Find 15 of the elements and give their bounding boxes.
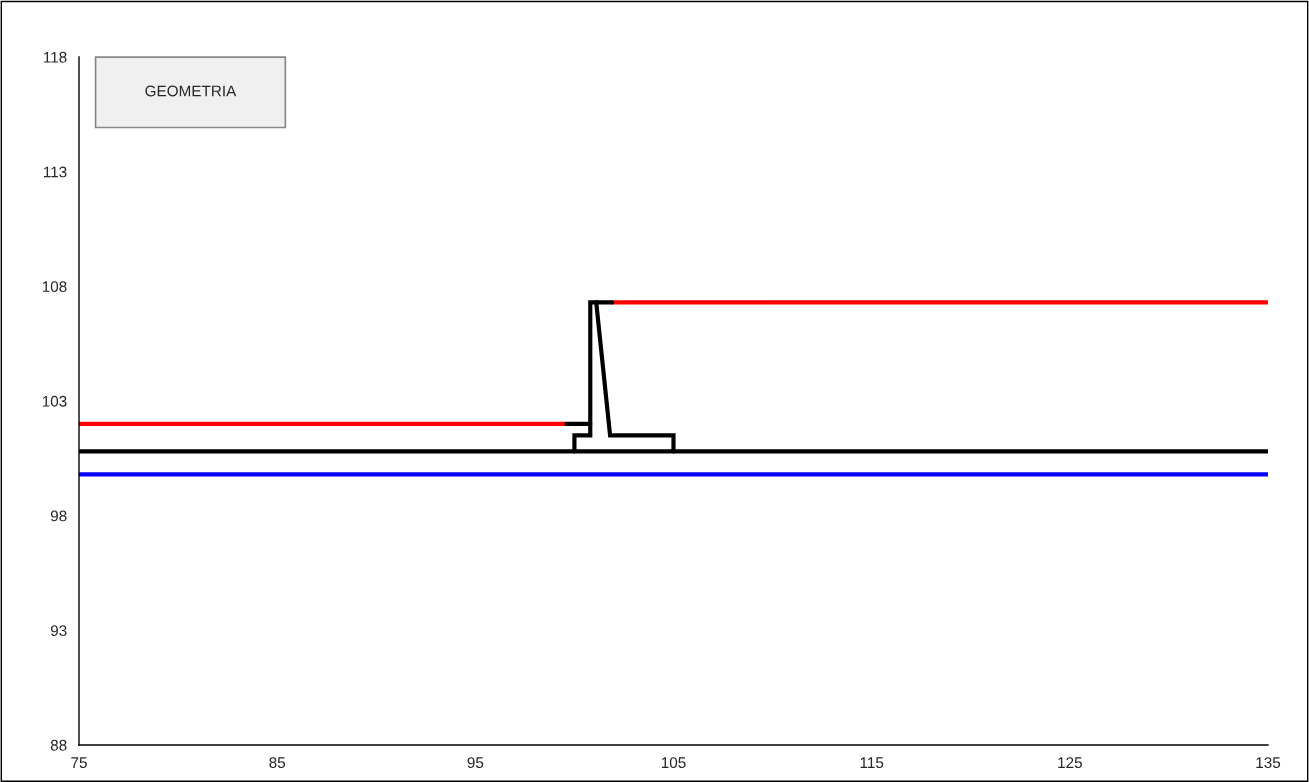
y-tick-label: 98: [50, 510, 67, 522]
x-tick-label: 125: [1058, 757, 1082, 769]
x-tick-label: 95: [467, 757, 484, 769]
y-tick-label: 88: [50, 739, 67, 751]
y-tick-label: 113: [44, 166, 67, 178]
y-tick-label: 93: [50, 625, 67, 637]
annotation: GEOMETRIA: [145, 85, 237, 97]
y-tick-label: 108: [42, 281, 67, 293]
y-tick-label: 118: [44, 51, 67, 63]
x-tick-label: 75: [71, 757, 87, 769]
x-tick-label: 135: [1256, 757, 1281, 769]
x-tick-label: 85: [269, 757, 286, 769]
x-tick-label: 115: [860, 757, 884, 769]
y-tick-label: 103: [42, 395, 67, 407]
x-tick-label: 105: [661, 757, 686, 769]
